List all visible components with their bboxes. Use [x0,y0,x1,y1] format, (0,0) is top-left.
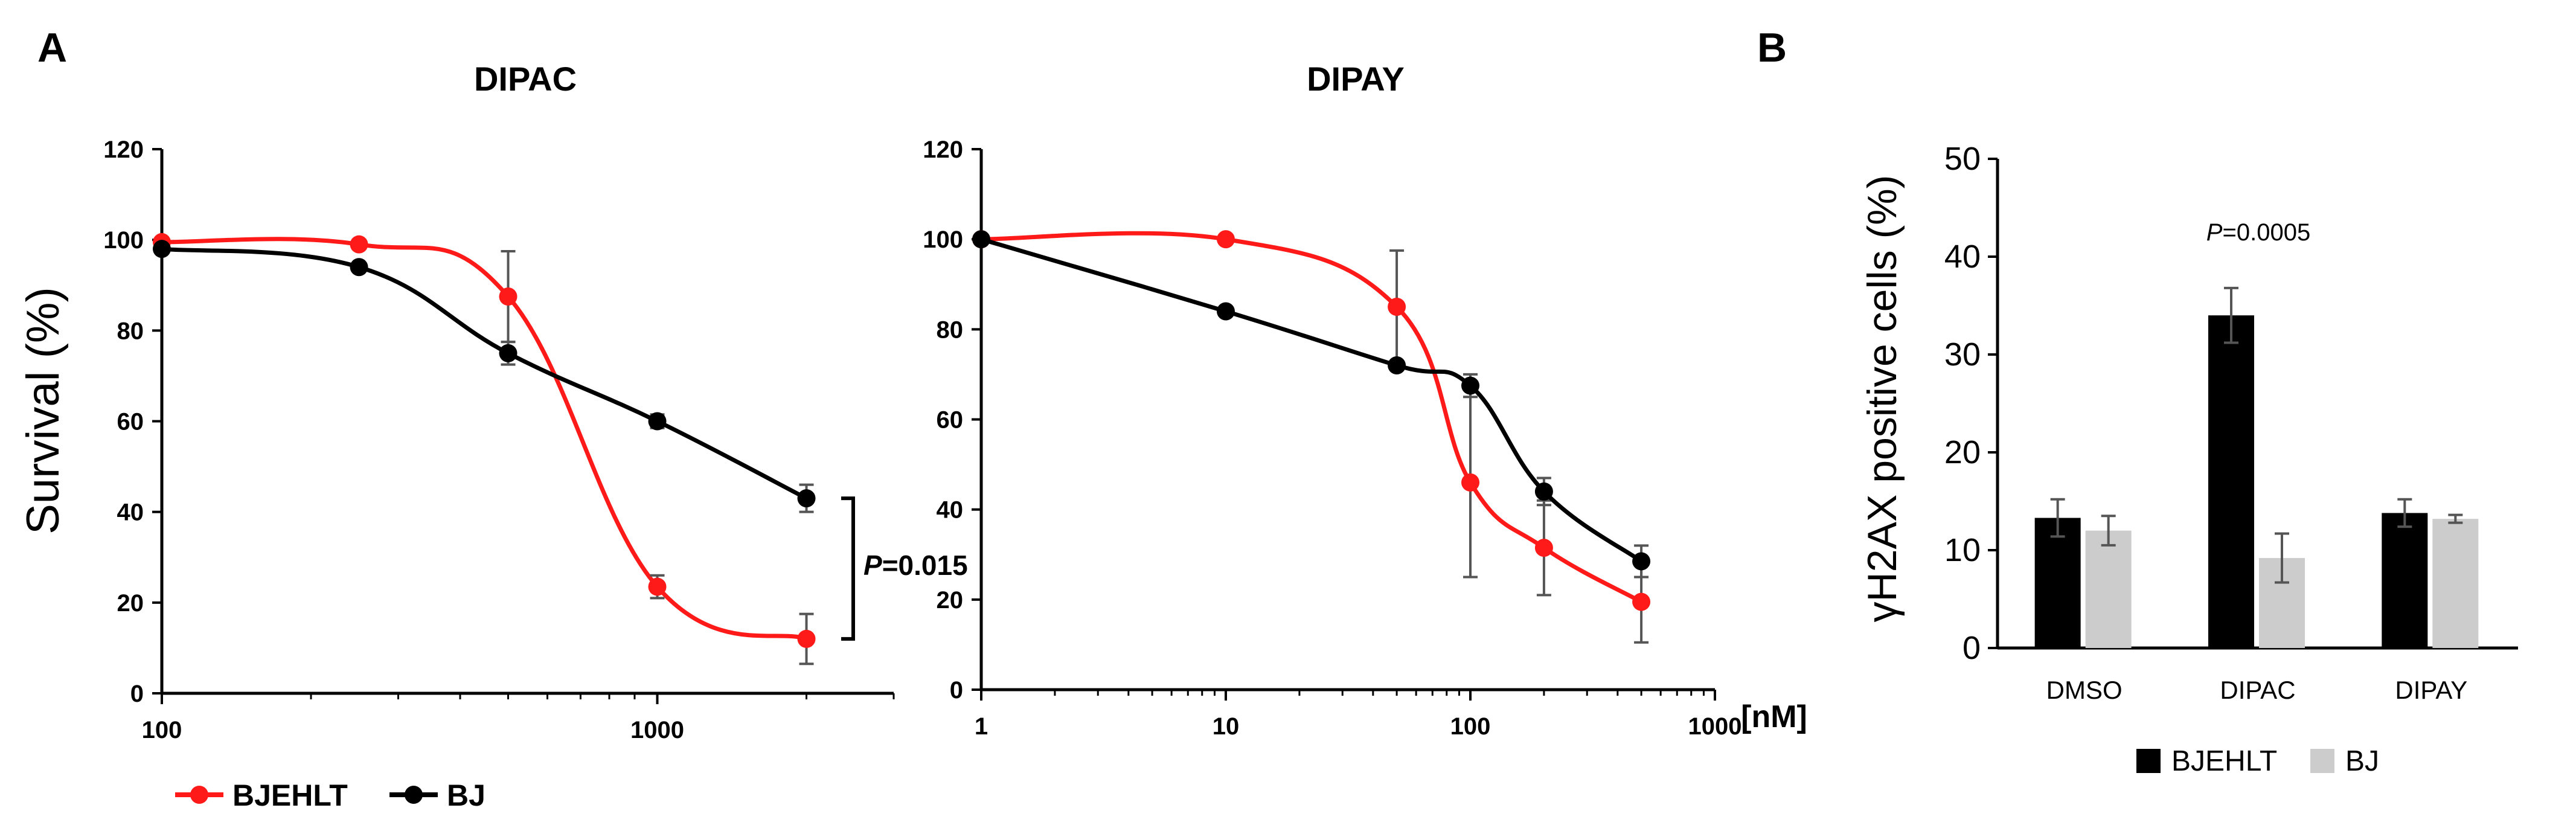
dipay-bjehlt-point [1388,298,1406,316]
legend-marker-bjehlt [190,786,208,804]
chart-dipac: 0 20 40 60 80 100 120 100 1000 [103,136,895,743]
h2ax-category-label: DIPAY [2395,676,2467,704]
h2ax-category-label: DMSO [2046,676,2123,704]
h2ax-y-tick-label: 40 [1944,239,1981,275]
dipac-x-tick-label: 1000 [630,717,684,743]
dipac-bj-point [648,412,667,431]
h2ax-y-tick-label: 10 [1944,532,1981,568]
legend-label-bj: BJ [447,778,485,812]
dipay-y-tick-label: 40 [937,497,964,524]
h2ax-y-tick-label: 30 [1944,336,1981,373]
p-value-dipac: P=0.015 [863,550,968,581]
chart-title-dipac: DIPAC [474,60,577,98]
dipay-x-tick-label: 10 [1213,713,1240,740]
unit-label-nm: [nM] [1741,699,1807,734]
significance-bracket [841,496,855,641]
panel-label-b: B [1757,25,1787,71]
h2ax-y-tick-label: 20 [1944,434,1981,470]
dipac-y-tick-label: 20 [117,590,144,617]
dipay-y-tick-label: 0 [950,677,963,704]
legend-label-bj-b: BJ [2345,745,2379,777]
dipac-bjehlt-point [499,287,517,306]
dipay-y-tick-label: 20 [937,587,964,614]
h2ax-bar-bj [2085,530,2132,648]
dipay-bj-line [981,237,1643,563]
dipac-y-tick-label: 0 [130,681,144,707]
dipac-y-tick-label: 120 [103,136,144,163]
dipay-bjehlt-point [1534,539,1553,557]
legend-marker-bj [405,786,423,804]
legend-swatch-bj [2310,749,2334,773]
y-axis-label-survival: Survival (%) [18,287,69,534]
dipac-bjehlt-point [350,235,368,254]
h2ax-y-tick-label: 50 [1944,141,1981,177]
h2ax-bar-bj [2432,519,2479,648]
dipay-y-tick-label: 60 [937,407,964,434]
dipac-bjehlt-line [161,237,807,641]
legend-label-bjehlt: BJEHLT [232,778,348,812]
dipac-bjehlt-point [797,629,816,648]
legend-swatch-bjehlt [2136,749,2161,773]
dipay-bj-point [972,230,990,249]
dipay-bj-point [1534,482,1553,501]
dipay-bjehlt-point [1217,230,1235,249]
dipay-y-tick-label: 120 [923,136,963,163]
h2ax-bar-bjehlt [2208,315,2254,648]
dipay-bjehlt-point [1461,473,1479,492]
chart-title-dipay: DIPAY [1307,60,1405,98]
h2ax-bar-bjehlt [2034,518,2081,648]
dipay-x-tick-label: 100 [1450,713,1491,740]
h2ax-bar-bjehlt [2382,513,2428,648]
dipay-bj-point [1461,376,1479,395]
dipay-x-tick-label: 1000 [1688,713,1742,740]
dipac-y-tick-label: 40 [117,499,144,526]
h2ax-category-label: DIPAC [2220,676,2295,704]
h2ax-y-tick-label: 0 [1962,630,1981,666]
dipac-y-tick-label: 80 [117,318,144,344]
dipay-x-tick-label: 1 [975,713,988,740]
dipay-bj-point [1632,552,1651,571]
dipac-bjehlt-point [648,577,667,596]
panel-label-a: A [37,25,67,71]
dipac-bj-point [153,240,171,258]
chart-h2ax: 0 10 20 30 40 50 DMSO DIPAC DIPAY [1944,141,2518,704]
dipay-y-tick-label: 80 [937,316,964,343]
legend-label-bjehlt-b: BJEHLT [2171,745,2277,777]
dipac-bj-point [499,344,517,362]
dipac-bj-line [161,246,808,501]
legend-a: BJEHLT BJ [175,778,485,812]
dipac-bj-point [797,489,816,508]
dipay-y-tick-label: 100 [923,226,963,253]
y-axis-label-h2ax: γH2AX positive cells (%) [1859,175,1905,623]
dipac-x-tick-label: 100 [142,717,182,743]
p-value-dipac-bar: P=0.0005 [2206,219,2310,246]
dipac-bj-point [350,258,368,277]
dipac-y-tick-label: 100 [103,227,144,254]
dipac-y-tick-label: 60 [117,409,144,435]
dipay-bj-point [1388,356,1406,374]
dipay-bj-point [1217,302,1235,321]
legend-b: BJEHLT BJ [2136,745,2379,777]
dipay-bjehlt-point [1632,592,1651,611]
